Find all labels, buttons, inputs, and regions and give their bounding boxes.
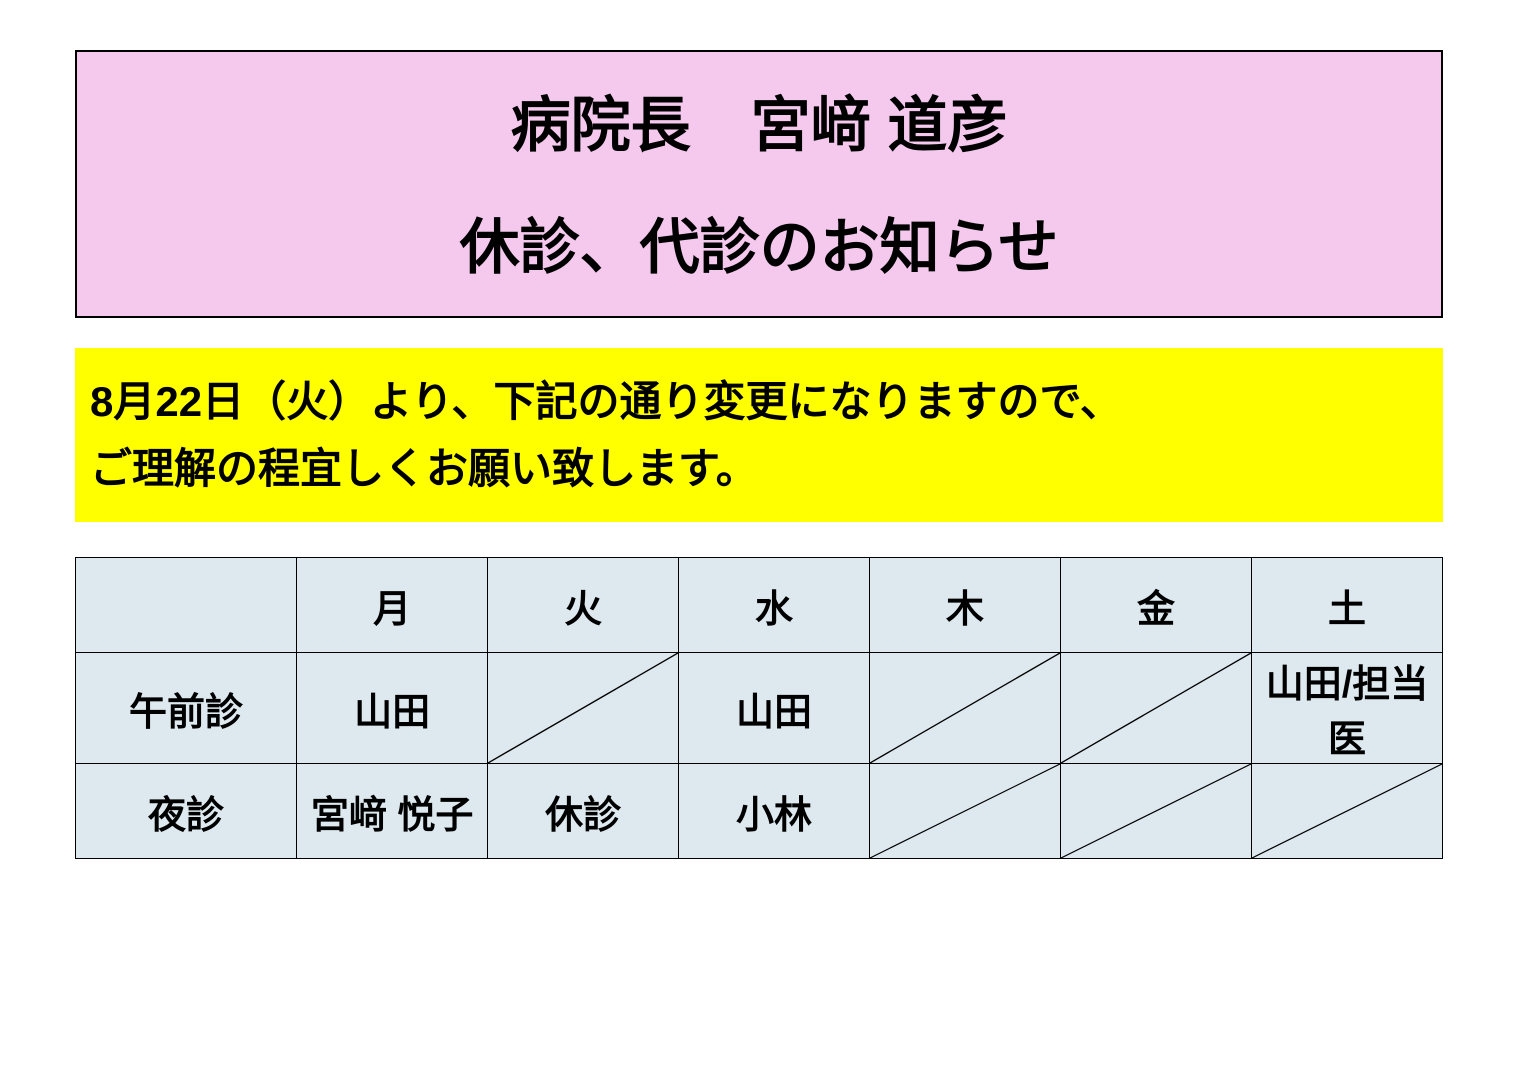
- table-header-row: 月 火 水 木 金 土: [76, 558, 1443, 653]
- notice-box: 8月22日（火）より、下記の通り変更になりますので、 ご理解の程宜しくお願い致し…: [75, 348, 1443, 522]
- row-label-evening: 夜診: [76, 764, 297, 859]
- row-label-morning: 午前診: [76, 653, 297, 764]
- cell-evening-fri: [1061, 764, 1252, 859]
- header-title-line2: 休診、代診のお知らせ: [97, 199, 1421, 286]
- schedule-table: 月 火 水 木 金 土 午前診 山田 山田 山田/担当医 夜診 宮﨑 悦子 休診…: [75, 557, 1443, 859]
- header-cell-fri: 金: [1061, 558, 1252, 653]
- header-cell-empty: [76, 558, 297, 653]
- header-box: 病院長 宮﨑 道彦 休診、代診のお知らせ: [75, 50, 1443, 318]
- cell-evening-tue: 休診: [488, 764, 679, 859]
- cell-morning-mon: 山田: [297, 653, 488, 764]
- cell-evening-thu: [870, 764, 1061, 859]
- cell-morning-wed: 山田: [679, 653, 870, 764]
- header-title-line1: 病院長 宮﨑 道彦: [97, 77, 1421, 164]
- table-row-evening: 夜診 宮﨑 悦子 休診 小林: [76, 764, 1443, 859]
- cell-evening-wed: 小林: [679, 764, 870, 859]
- cell-evening-sat: [1251, 764, 1442, 859]
- table-row-morning: 午前診 山田 山田 山田/担当医: [76, 653, 1443, 764]
- cell-morning-thu: [870, 653, 1061, 764]
- header-cell-sat: 土: [1251, 558, 1442, 653]
- header-cell-thu: 木: [870, 558, 1061, 653]
- cell-evening-mon: 宮﨑 悦子: [297, 764, 488, 859]
- cell-morning-fri: [1061, 653, 1252, 764]
- header-cell-mon: 月: [297, 558, 488, 653]
- notice-line2: ご理解の程宜しくお願い致します。: [90, 435, 1428, 502]
- cell-morning-tue: [488, 653, 679, 764]
- header-cell-wed: 水: [679, 558, 870, 653]
- cell-morning-sat: 山田/担当医: [1251, 653, 1442, 764]
- notice-line1: 8月22日（火）より、下記の通り変更になりますので、: [90, 368, 1428, 435]
- header-cell-tue: 火: [488, 558, 679, 653]
